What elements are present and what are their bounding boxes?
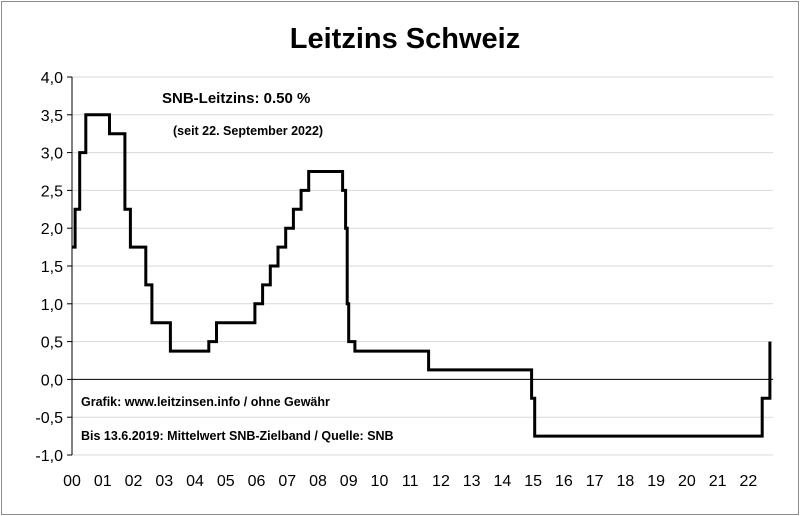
- x-tick-label: 08: [309, 473, 327, 490]
- y-tick-label: 1,0: [41, 297, 63, 314]
- y-axis: 4,0 3,5 3,0 2,5 2,0 1,5 1,0 0,5 0,0 -0,5 -1,0: [35, 70, 72, 465]
- annotation-current-rate: SNB-Leitzins: 0.50 %: [162, 90, 310, 107]
- series-line: [72, 113, 772, 438]
- x-tick-label: 19: [647, 473, 665, 490]
- x-tick-label: 01: [94, 473, 112, 490]
- x-tick-label: 00: [63, 473, 81, 490]
- x-tick-label: 12: [432, 473, 450, 490]
- x-tick-label: 21: [709, 473, 727, 490]
- y-tick-label: -0,5: [35, 410, 63, 427]
- x-tick-label: 11: [402, 473, 419, 490]
- x-tick-label: 17: [586, 473, 604, 490]
- y-tick-label: 3,5: [41, 108, 63, 125]
- annotation-source-note: Bis 13.6.2019: Mittelwert SNB-Zielband /…: [81, 429, 394, 443]
- y-tick-label: 2,0: [41, 221, 63, 238]
- y-tick-label: 0,5: [41, 335, 63, 352]
- y-tick-label: -1,0: [35, 448, 63, 465]
- y-tick-label: 0,0: [41, 372, 63, 389]
- x-axis: 00 01 02 03 04 05 06 07 08 09 10 11 12 13 14 15 16 17 18 19…: [63, 473, 757, 490]
- x-tick-label: 18: [617, 473, 635, 490]
- x-tick-label: 15: [524, 473, 542, 490]
- x-tick-label: 03: [155, 473, 173, 490]
- x-tick-label: 16: [555, 473, 573, 490]
- y-tick-label: 3,0: [41, 146, 63, 163]
- x-tick-label: 09: [340, 473, 358, 490]
- annotation-since-date: (seit 22. September 2022): [173, 124, 323, 138]
- x-tick-label: 05: [217, 473, 235, 490]
- x-tick-label: 13: [463, 473, 481, 490]
- y-tick-label: 2,5: [41, 183, 63, 200]
- x-tick-label: 04: [186, 473, 204, 490]
- x-tick-label: 20: [678, 473, 696, 490]
- x-tick-label: 22: [740, 473, 758, 490]
- x-tick-label: 07: [278, 473, 296, 490]
- chart-title: Leitzins Schweiz: [290, 23, 520, 55]
- x-tick-label: 10: [371, 473, 389, 490]
- annotation-source-graphic: Grafik: www.leitzinsen.info / ohne Gewäh…: [81, 395, 330, 409]
- series-group: [72, 113, 772, 438]
- x-tick-label: 06: [248, 473, 266, 490]
- gridlines: [72, 76, 773, 456]
- x-tick-label: 14: [494, 473, 512, 490]
- x-tick-label: 02: [125, 473, 143, 490]
- y-tick-label: 1,5: [41, 259, 63, 276]
- y-tick-label: 4,0: [41, 70, 63, 87]
